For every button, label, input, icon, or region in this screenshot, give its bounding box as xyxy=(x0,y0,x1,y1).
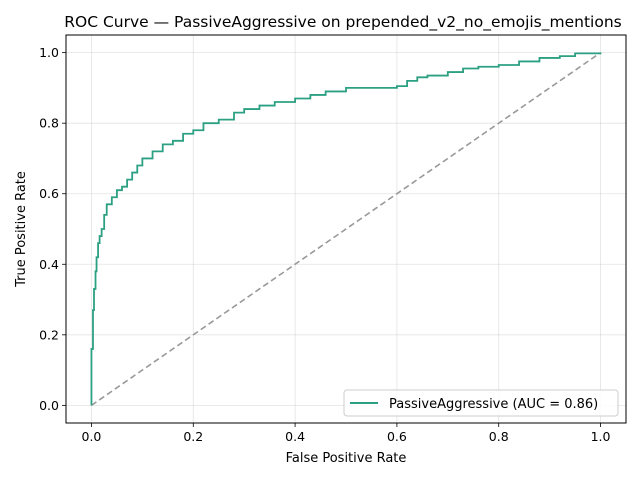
plot-frame xyxy=(65,34,627,424)
x-tick-label: 0.2 xyxy=(183,429,203,444)
x-tick-label: 0.6 xyxy=(387,429,407,444)
legend: PassiveAggressive (AUC = 0.86) xyxy=(343,389,619,417)
y-tick-label: 0.4 xyxy=(39,257,59,272)
series-layer xyxy=(90,51,602,407)
legend-box xyxy=(343,389,619,417)
x-tick-label: 0.8 xyxy=(489,429,509,444)
y-axis: 0.0 0.2 0.4 0.6 0.8 1.0 xyxy=(39,45,66,413)
y-tick-label: 0.2 xyxy=(39,327,59,342)
y-tick-label: 0.6 xyxy=(39,186,59,201)
y-axis-label: True Positive Rate xyxy=(14,171,29,288)
x-tick-label: 1.0 xyxy=(591,429,611,444)
x-axis: 0.0 0.2 0.4 0.6 0.8 1.0 xyxy=(82,423,611,444)
x-tick-label: 0.0 xyxy=(82,429,102,444)
legend-label: PassiveAggressive (AUC = 0.86) xyxy=(389,397,598,412)
y-tick-label: 0.0 xyxy=(39,398,59,413)
chart-title: ROC Curve — PassiveAggressive on prepend… xyxy=(64,13,622,32)
y-tick-label: 1.0 xyxy=(39,45,59,60)
y-tick-label: 0.8 xyxy=(39,116,59,131)
x-tick-label: 0.4 xyxy=(285,429,305,444)
roc-series-line xyxy=(90,52,602,406)
chance-diagonal-line xyxy=(90,51,602,407)
x-axis-label: False Positive Rate xyxy=(286,451,407,466)
